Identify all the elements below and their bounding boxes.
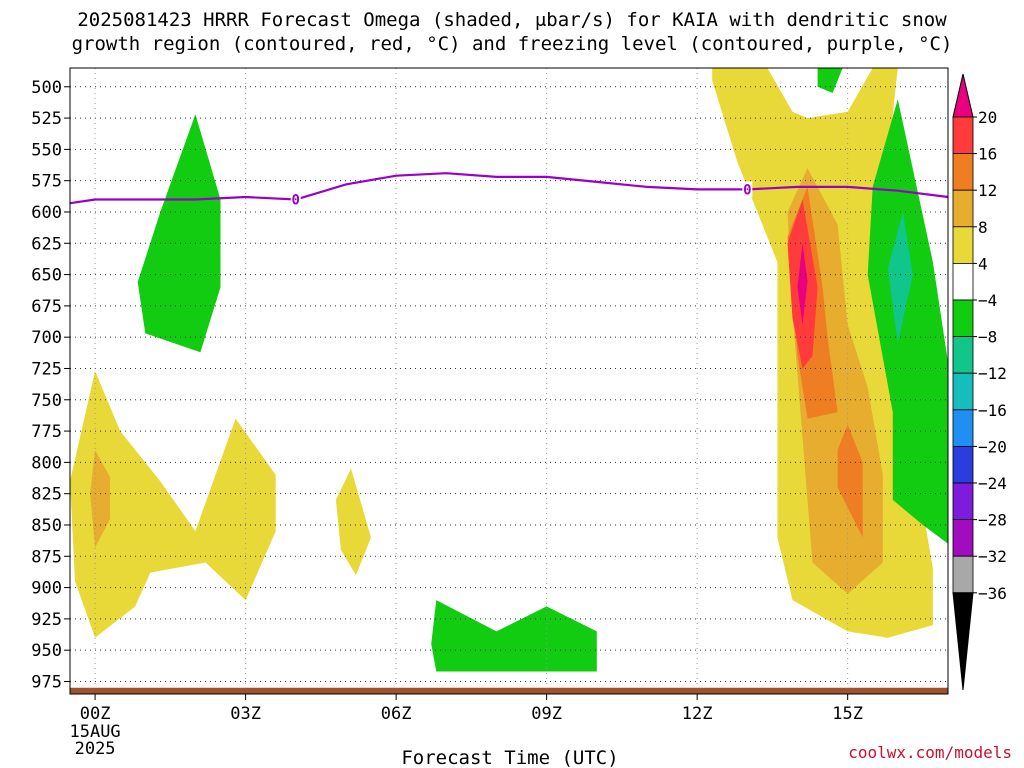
colorbar-band-9 <box>952 445 974 484</box>
y-tick-label-800: 800 <box>31 453 62 473</box>
x-tick-label-3: 03Z <box>230 704 261 724</box>
colorbar-label-9: −20 <box>978 437 1007 456</box>
colorbar-label-13: −36 <box>978 584 1007 603</box>
shaded-region-13 <box>887 212 913 344</box>
colorbar-band-1 <box>952 153 974 191</box>
y-tick-label-950: 950 <box>31 641 62 661</box>
colorbar-band-12 <box>952 555 974 594</box>
shaded-region-3 <box>335 468 371 576</box>
colorbar-band-2 <box>952 189 974 228</box>
y-tick-label-500: 500 <box>31 78 62 98</box>
shaded-region-1 <box>70 371 276 638</box>
surface-fill <box>70 687 948 694</box>
x-tick-label-15: 15Z <box>832 704 863 724</box>
colorbar-label-7: −12 <box>978 364 1007 383</box>
colorbar-label-4: 4 <box>978 254 988 273</box>
shaded-region-8 <box>837 424 863 538</box>
x-tick-sublabel-0-0: 15AUG <box>69 722 120 742</box>
x-tick-label-12: 12Z <box>682 704 713 724</box>
freezing-level-label-0: 0 <box>292 192 300 208</box>
colorbar-band-5 <box>952 299 974 337</box>
y-tick-label-600: 600 <box>31 203 62 223</box>
colorbar-band-8 <box>952 409 974 447</box>
y-tick-label-975: 975 <box>31 672 62 692</box>
surface-band <box>70 687 948 694</box>
x-axis-label: Forecast Time (UTC) <box>401 747 618 768</box>
x-tick-label-0: 00Z <box>80 704 111 724</box>
y-axis-ticks: 500 525 550 575 600 625 650 675 700 725 750 775 800 8… <box>31 78 70 692</box>
colorbar-band-7 <box>952 372 974 411</box>
colorbar-label-8: −16 <box>978 401 1007 420</box>
x-tick-label-9: 09Z <box>531 704 562 724</box>
y-tick-label-825: 825 <box>31 485 62 505</box>
shaded-region-10 <box>797 243 808 325</box>
colorbar-label-5: −4 <box>978 291 997 310</box>
y-tick-label-625: 625 <box>31 234 62 254</box>
y-tick-label-725: 725 <box>31 359 62 379</box>
colorbar-label-0: 20 <box>978 108 997 127</box>
y-tick-label-875: 875 <box>31 547 62 567</box>
shaded-region-0 <box>137 114 221 353</box>
colorbar-band-0 <box>952 116 974 154</box>
y-tick-label-700: 700 <box>31 328 62 348</box>
y-tick-label-575: 575 <box>31 172 62 192</box>
x-tick-sublabel-0-1: 2025 <box>75 739 116 759</box>
colorbar-label-12: −32 <box>978 547 1007 566</box>
title-line-2: growth region (contoured, red, °C) and f… <box>71 33 953 55</box>
colorbar-band-10 <box>952 482 974 520</box>
omega-shaded-regions <box>70 68 948 672</box>
colorbar-bottom-arrow <box>952 592 974 691</box>
y-tick-label-900: 900 <box>31 579 62 599</box>
freezing-level-label-bg-0 <box>290 191 301 208</box>
y-tick-label-550: 550 <box>31 140 62 160</box>
y-tick-label-775: 775 <box>31 422 62 442</box>
freezing-level-contour: 00 <box>69 172 949 208</box>
y-tick-label-675: 675 <box>31 297 62 317</box>
colorbar-band-4 <box>952 262 974 301</box>
y-tick-label-850: 850 <box>31 516 62 536</box>
x-tick-label-6: 06Z <box>381 704 412 724</box>
chart-title: 2025081423 HRRR Forecast Omega (shaded, … <box>0 8 1024 56</box>
colorbar-band-11 <box>952 519 974 557</box>
plot-frame <box>69 67 949 695</box>
shaded-region-12 <box>867 99 948 544</box>
colorbar-label-6: −8 <box>978 328 997 347</box>
y-tick-label-925: 925 <box>31 610 62 630</box>
freezing-level-label-bg-1 <box>742 181 753 198</box>
watermark: coolwx.com/models <box>848 743 1012 762</box>
colorbar-label-11: −28 <box>978 511 1007 530</box>
shaded-region-4 <box>431 600 597 672</box>
colorbar: 20 16 12 8 4 −4 −8 −12 −16 −20 −24 −28 −32 −36 <box>952 73 1007 691</box>
shaded-region-11 <box>817 68 843 93</box>
y-tick-label-750: 750 <box>31 391 62 411</box>
colorbar-label-2: 12 <box>978 181 997 200</box>
y-tick-label-650: 650 <box>31 266 62 286</box>
colorbar-band-3 <box>952 226 974 264</box>
colorbar-label-1: 16 <box>978 145 997 164</box>
freezing-level-label-1: 0 <box>743 182 751 198</box>
colorbar-label-10: −24 <box>978 474 1007 493</box>
colorbar-label-3: 8 <box>978 218 988 237</box>
y-tick-label-525: 525 <box>31 109 62 129</box>
title-line-1: 2025081423 HRRR Forecast Omega (shaded, … <box>77 9 947 31</box>
freezing-level-line <box>69 172 949 205</box>
colorbar-band-6 <box>952 336 974 374</box>
colorbar-top-arrow <box>952 73 974 118</box>
